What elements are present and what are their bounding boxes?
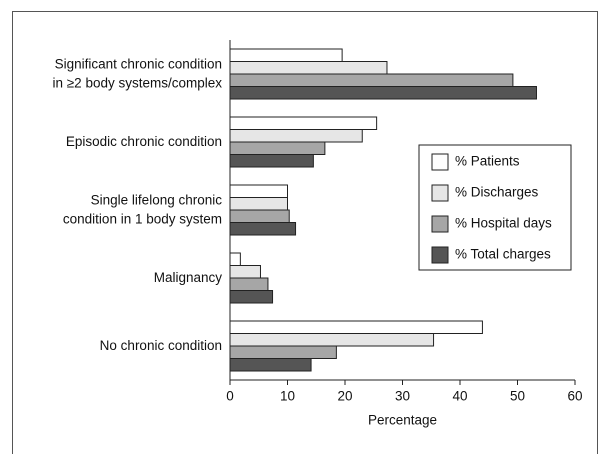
bar xyxy=(229,129,363,143)
y-tick-label: Malignancy xyxy=(154,270,223,285)
frame xyxy=(12,11,598,454)
bar xyxy=(229,358,312,372)
bar xyxy=(229,265,261,279)
y-tick-label-line: Single lifelong chronic xyxy=(91,192,223,207)
legend-swatch xyxy=(431,215,449,233)
y-tick-label: No chronic condition xyxy=(100,338,222,353)
bar xyxy=(229,345,337,359)
y-tick-label-line: condition in 1 body system xyxy=(63,211,222,226)
x-tick-label: 40 xyxy=(452,389,467,404)
legend-label: % Patients xyxy=(455,154,520,169)
legend-swatch xyxy=(431,246,449,264)
y-tick-label-line: Significant chronic condition xyxy=(55,56,222,71)
x-tick-label: 60 xyxy=(567,389,582,404)
y-tick-label: Significant chronic condition in ≥2 body … xyxy=(53,56,223,90)
y-tick-label-line: Malignancy xyxy=(154,270,223,285)
bar xyxy=(229,197,288,211)
x-axis-label: Percentage xyxy=(368,413,437,428)
legend-label: % Discharges xyxy=(455,185,539,200)
legend-label: % Hospital days xyxy=(455,216,552,231)
bar xyxy=(229,73,514,87)
bar xyxy=(229,86,537,100)
x-tick-label: 10 xyxy=(280,389,295,404)
bar xyxy=(229,48,343,62)
bar xyxy=(229,333,435,347)
x-tick-label: 20 xyxy=(337,389,352,404)
bar xyxy=(229,277,269,291)
bar xyxy=(229,154,314,168)
bar xyxy=(229,222,297,236)
y-tick-label: Episodic chronic condition xyxy=(66,134,222,149)
bar xyxy=(229,320,483,334)
x-tick-label: 0 xyxy=(226,389,234,404)
bar xyxy=(229,116,378,130)
legend-swatch xyxy=(431,184,449,202)
y-tick-label: Single lifelong chronic condition in 1 bo… xyxy=(63,192,222,226)
y-tick-label-line: Episodic chronic condition xyxy=(66,134,222,149)
x-tick-label: 30 xyxy=(395,389,410,404)
legend-label: % Total charges xyxy=(455,247,551,262)
y-tick-label-line: in ≥2 body systems/complex xyxy=(53,75,223,90)
y-tick-label-line: No chronic condition xyxy=(100,338,222,353)
bar xyxy=(229,61,388,75)
bar xyxy=(229,252,241,266)
legend-swatch xyxy=(431,153,449,171)
x-tick-label: 50 xyxy=(510,389,525,404)
bar xyxy=(229,209,290,223)
bar xyxy=(229,290,274,304)
bar xyxy=(229,184,288,198)
bar xyxy=(229,141,326,155)
